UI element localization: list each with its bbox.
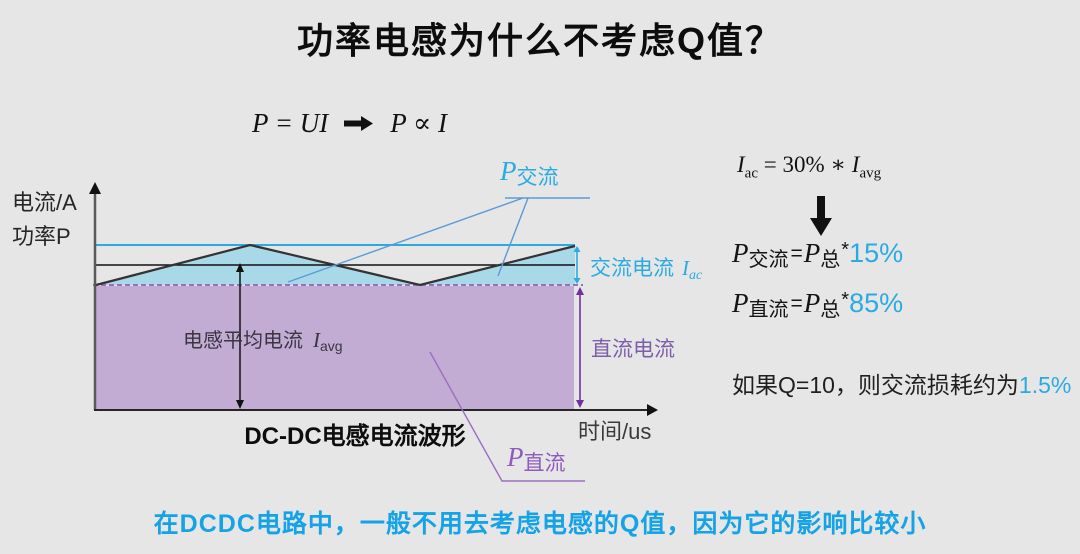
ac-area: [96, 245, 575, 285]
current-waveform: [95, 243, 576, 287]
q-conclusion-text: 如果Q=10，则交流损耗约为: [732, 372, 1019, 398]
q-conclusion: 如果Q=10，则交流损耗约为1.5%: [732, 366, 1071, 400]
p-ac-callout-line-1: [287, 197, 524, 283]
ac-current-symbol: Iac: [682, 256, 703, 283]
avg-current-symbol: Iavg: [313, 328, 343, 354]
dc-current-label: 直流电流: [591, 333, 675, 363]
p-ac-percentage: 15%: [849, 238, 904, 268]
page-title: 功率电感为什么不考虑Q值？: [296, 20, 783, 61]
p-ac-annotation: P 交流: [500, 156, 559, 189]
y-axis-label-current: 电流/A: [12, 190, 77, 215]
ac-current-label: 交流电流 Iac: [590, 252, 702, 284]
right-arrow-icon: [344, 116, 374, 131]
footer-statement: 在DCDC电路中，一般不用去考虑电感的Q值，因为它的影响比较小: [153, 510, 927, 538]
y-axis-labels: 电流/A 功率P: [12, 186, 77, 254]
dc-current-text: 直流电流: [591, 338, 675, 361]
iac-arrowhead-top-icon: [573, 246, 581, 252]
ac-current-text: 交流电流: [590, 257, 674, 280]
formula-right: P ∝ I: [390, 108, 447, 138]
formula-left: P = UI: [252, 108, 329, 138]
iac-relation-formula: Iac = 30% ∗ Iavg: [737, 152, 882, 182]
y-axis-arrowhead-icon: [89, 182, 101, 194]
down-arrow-icon: [810, 196, 832, 236]
p-ac-formula: P 交流 = P 总 * 15%: [732, 238, 904, 271]
idc-arrowhead-top-icon: [576, 287, 584, 295]
y-axis-label-power: 功率P: [12, 224, 71, 249]
p-dc-annotation: P 直流: [507, 442, 566, 475]
chart-caption: DC-DC电感电流波形: [244, 423, 466, 450]
iavg-arrowhead-top-icon: [236, 263, 244, 272]
x-axis-label: 时间/us: [578, 419, 652, 444]
avg-current-label: 电感平均电流 Iavg: [183, 324, 343, 354]
iavg-arrowhead-bottom-icon: [236, 400, 244, 409]
p-dc-percentage: 85%: [849, 288, 904, 318]
q-conclusion-value: 1.5%: [1018, 372, 1072, 398]
p-dc-formula: P 直流 = P 总 * 85%: [732, 288, 904, 321]
avg-current-text: 电感平均电流: [183, 330, 303, 352]
top-formula: P = UI P ∝ I: [252, 108, 447, 139]
idc-arrowhead-bottom-icon: [576, 400, 584, 408]
p-ac-callout-line-2: [497, 197, 529, 277]
iac-arrowhead-bottom-icon: [573, 278, 581, 284]
